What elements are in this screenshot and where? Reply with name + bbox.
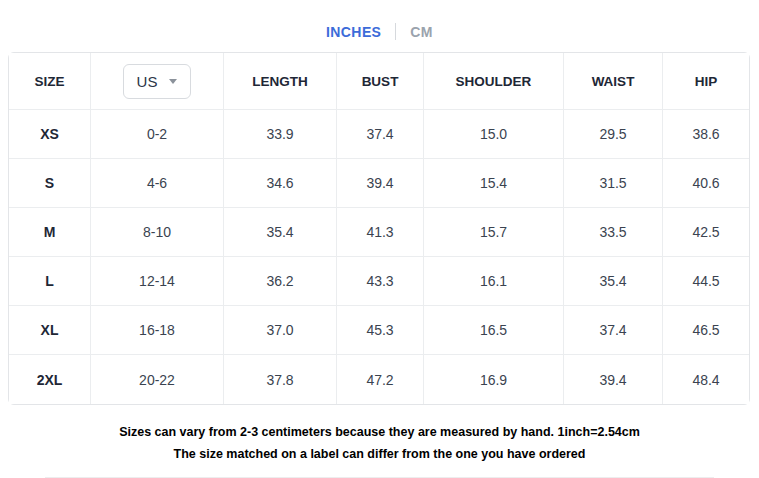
bust-value: 37.4 bbox=[337, 110, 424, 159]
column-header-us: US bbox=[91, 53, 224, 110]
waist-value: 31.5 bbox=[564, 159, 663, 208]
column-header-waist: WAIST bbox=[564, 53, 663, 110]
table-header-row: SIZE US LENGTH BUST SHOULDER WAIST HIP bbox=[9, 53, 749, 110]
size-chart-notes: Sizes can vary from 2-3 centimeters beca… bbox=[0, 421, 759, 465]
hip-value: 48.4 bbox=[663, 355, 749, 404]
us-value: 8-10 bbox=[91, 208, 224, 257]
shoulder-value: 16.1 bbox=[424, 257, 564, 306]
column-header-bust: BUST bbox=[337, 53, 424, 110]
waist-value: 29.5 bbox=[564, 110, 663, 159]
table-row: S 4-6 34.6 39.4 15.4 31.5 40.6 bbox=[9, 159, 749, 208]
bust-value: 43.3 bbox=[337, 257, 424, 306]
column-header-length: LENGTH bbox=[224, 53, 337, 110]
hip-value: 44.5 bbox=[663, 257, 749, 306]
hip-value: 38.6 bbox=[663, 110, 749, 159]
length-value: 35.4 bbox=[224, 208, 337, 257]
length-value: 34.6 bbox=[224, 159, 337, 208]
shoulder-value: 16.9 bbox=[424, 355, 564, 404]
waist-value: 33.5 bbox=[564, 208, 663, 257]
bust-value: 45.3 bbox=[337, 306, 424, 355]
waist-value: 37.4 bbox=[564, 306, 663, 355]
shoulder-value: 15.4 bbox=[424, 159, 564, 208]
size-label: 2XL bbox=[9, 355, 91, 404]
unit-tabs: INCHES CM bbox=[0, 0, 759, 46]
tab-cm[interactable]: CM bbox=[410, 24, 433, 40]
country-size-dropdown-value: US bbox=[137, 73, 158, 90]
hip-value: 46.5 bbox=[663, 306, 749, 355]
shoulder-value: 16.5 bbox=[424, 306, 564, 355]
waist-value: 39.4 bbox=[564, 355, 663, 404]
tab-inches[interactable]: INCHES bbox=[326, 24, 381, 40]
bust-value: 39.4 bbox=[337, 159, 424, 208]
note-measurement-tolerance: Sizes can vary from 2-3 centimeters beca… bbox=[0, 421, 759, 443]
length-value: 37.8 bbox=[224, 355, 337, 404]
table-row: XS 0-2 33.9 37.4 15.0 29.5 38.6 bbox=[9, 110, 749, 159]
size-label: XL bbox=[9, 306, 91, 355]
length-value: 37.0 bbox=[224, 306, 337, 355]
size-chart-panel: INCHES CM SIZE US LENGTH BUST SHOULDER W… bbox=[0, 0, 759, 478]
size-label: M bbox=[9, 208, 91, 257]
shoulder-value: 15.0 bbox=[424, 110, 564, 159]
table-row: XL 16-18 37.0 45.3 16.5 37.4 46.5 bbox=[9, 306, 749, 355]
size-chart-table: SIZE US LENGTH BUST SHOULDER WAIST HIP X… bbox=[8, 52, 750, 405]
length-value: 36.2 bbox=[224, 257, 337, 306]
country-size-dropdown[interactable]: US bbox=[123, 64, 192, 99]
us-value: 0-2 bbox=[91, 110, 224, 159]
length-value: 33.9 bbox=[224, 110, 337, 159]
us-value: 20-22 bbox=[91, 355, 224, 404]
tab-divider bbox=[395, 23, 396, 40]
us-value: 4-6 bbox=[91, 159, 224, 208]
bust-value: 47.2 bbox=[337, 355, 424, 404]
size-label: XS bbox=[9, 110, 91, 159]
us-value: 16-18 bbox=[91, 306, 224, 355]
table-row: M 8-10 35.4 41.3 15.7 33.5 42.5 bbox=[9, 208, 749, 257]
chevron-down-icon bbox=[169, 79, 177, 84]
shoulder-value: 15.7 bbox=[424, 208, 564, 257]
waist-value: 35.4 bbox=[564, 257, 663, 306]
hip-value: 42.5 bbox=[663, 208, 749, 257]
column-header-shoulder: SHOULDER bbox=[424, 53, 564, 110]
note-label-difference: The size matched on a label can differ f… bbox=[0, 443, 759, 465]
column-header-hip: HIP bbox=[663, 53, 749, 110]
column-header-size: SIZE bbox=[9, 53, 91, 110]
size-label: L bbox=[9, 257, 91, 306]
table-row: L 12-14 36.2 43.3 16.1 35.4 44.5 bbox=[9, 257, 749, 306]
bust-value: 41.3 bbox=[337, 208, 424, 257]
table-row: 2XL 20-22 37.8 47.2 16.9 39.4 48.4 bbox=[9, 355, 749, 404]
hip-value: 40.6 bbox=[663, 159, 749, 208]
size-label: S bbox=[9, 159, 91, 208]
us-value: 12-14 bbox=[91, 257, 224, 306]
